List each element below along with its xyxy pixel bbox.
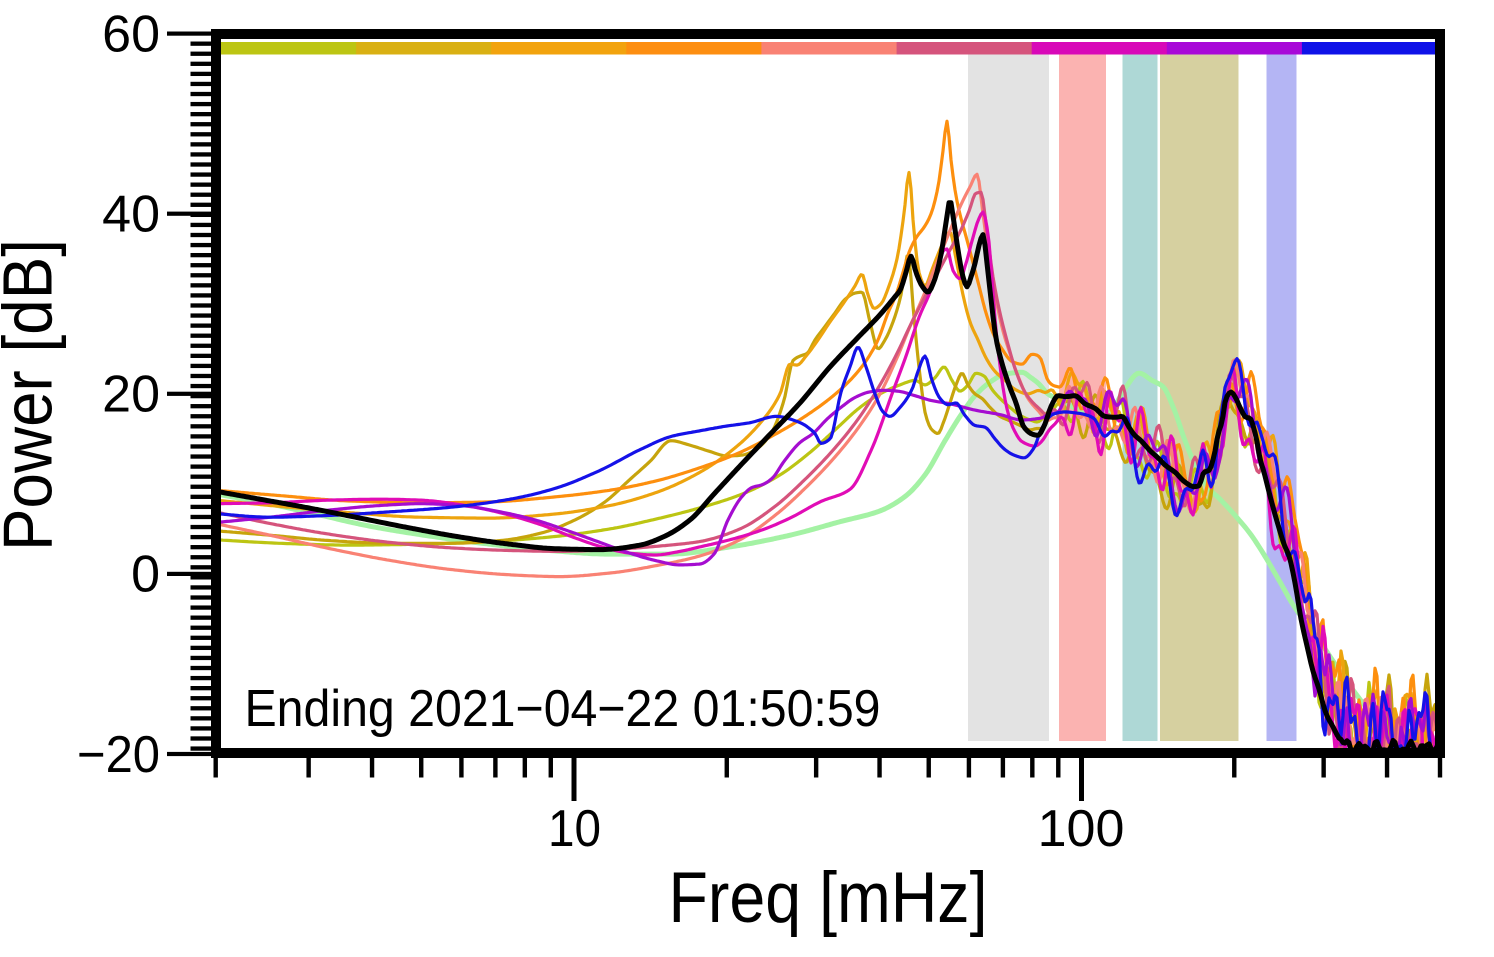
svg-text:−20: −20 (77, 726, 160, 784)
svg-text:100: 100 (1038, 800, 1125, 858)
svg-text:40: 40 (102, 186, 160, 244)
svg-text:Ending 2021−04−22 01:50:59: Ending 2021−04−22 01:50:59 (245, 680, 881, 738)
svg-text:60: 60 (102, 5, 160, 63)
svg-text:Freq [mHz]: Freq [mHz] (669, 859, 988, 938)
svg-text:20: 20 (102, 366, 160, 424)
svg-text:0: 0 (131, 546, 160, 604)
svg-text:10: 10 (548, 800, 601, 858)
svg-text:Power [dB]: Power [dB] (0, 239, 67, 551)
